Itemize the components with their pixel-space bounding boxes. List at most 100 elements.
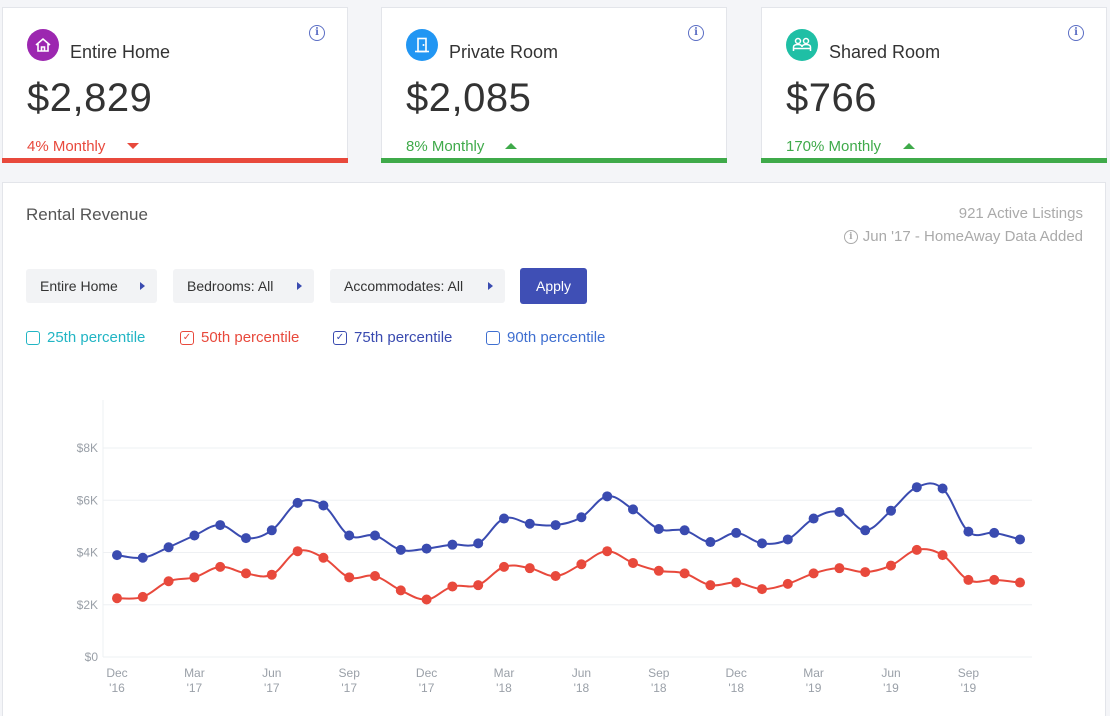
data-added-text: Jun '17 - HomeAway Data Added [862,228,1083,245]
data-point [1015,534,1025,545]
card-change: 8% Monthly [406,138,485,155]
series-line [116,548,1021,601]
card-change: 170% Monthly [786,138,882,155]
y-tick-label: $0 [85,650,99,664]
data-point [395,544,406,555]
data-point [834,507,845,518]
property-type-dropdown[interactable]: Entire Home [26,269,157,303]
data-point [937,550,948,561]
data-point [679,568,690,579]
filter-label: Accommodates: All [344,278,464,294]
data-point [705,537,716,548]
y-tick-label: $4K [77,546,98,560]
x-tick-label: '18 [651,681,667,695]
series-line [116,482,1021,560]
x-tick-label: '18 [574,681,590,695]
x-tick-label: Jun [572,666,591,680]
data-point [189,530,200,541]
x-tick-label: Sep [958,666,980,680]
data-point [215,561,226,572]
x-tick-label: Dec [726,666,747,680]
trend-up-icon [505,143,517,149]
data-point [344,572,355,583]
accommodates-dropdown[interactable]: Accommodates: All [330,269,505,303]
data-point [886,560,896,571]
legend-25th-percentile[interactable]: 25th percentile [26,329,145,346]
data-point [834,563,845,574]
filter-label: Entire Home [40,278,118,294]
panel-title: Rental Revenue [26,205,148,224]
data-point [989,527,1000,538]
caret-right-icon [488,282,493,290]
data-point [292,497,303,508]
data-point [215,520,226,531]
apply-button[interactable]: Apply [520,268,587,304]
info-icon[interactable]: i [309,25,325,41]
x-tick-label: '19 [883,681,899,695]
data-point [705,580,716,591]
data-point [989,574,1000,585]
data-point [731,527,742,538]
data-point [782,534,793,545]
data-added-note: i Jun '17 - HomeAway Data Added [843,228,1083,245]
x-tick-label: Mar [803,666,824,680]
info-icon[interactable]: i [843,229,858,244]
x-tick-label: '19 [806,681,822,695]
checkbox-checked-icon[interactable]: ✓ [180,330,194,345]
x-tick-label: '19 [961,681,977,695]
info-icon[interactable]: i [1068,25,1084,41]
data-point [421,594,432,605]
house-icon [27,29,59,61]
y-tick-label: $6K [77,493,98,507]
data-point [628,557,638,568]
x-tick-label: '17 [187,681,203,695]
info-icon[interactable]: i [688,25,704,41]
checkbox-checked-icon[interactable]: ✓ [333,330,347,345]
data-point [473,580,484,591]
legend-label: 75th percentile [354,329,453,346]
x-tick-label: '17 [264,681,280,695]
data-point [911,482,922,493]
data-point [318,552,329,563]
trend-up-icon [903,143,915,149]
rental-revenue-panel: Rental Revenue 921 Active Listings i Jun… [2,182,1106,716]
card-title: Entire Home [70,42,171,62]
card-entire-home: Entire Home $2,829 4% Monthly i [2,7,348,163]
data-point [524,518,535,529]
y-tick-label: $2K [77,598,98,612]
data-point [163,576,174,587]
active-listings-count: 921 Active Listings [958,205,1083,222]
data-point [757,584,767,595]
data-point [602,546,613,557]
data-point [628,504,638,515]
card-private-room: Private Room $2,085 8% Monthly i [381,7,727,163]
data-point [963,526,974,537]
data-point [911,544,922,555]
checkbox-unchecked-icon[interactable] [486,330,500,345]
caret-right-icon [140,282,145,290]
data-point [550,571,561,582]
x-tick-label: Sep [339,666,361,680]
data-point [679,525,690,536]
x-tick-label: Dec [416,666,437,680]
shared-people-icon [786,29,818,61]
data-point [808,568,819,579]
legend-90th-percentile[interactable]: 90th percentile [486,329,605,346]
card-status-bar [761,158,1107,163]
data-point [395,585,406,596]
data-point [757,538,767,549]
card-change: 4% Monthly [27,138,106,155]
card-status-bar [381,158,727,163]
x-tick-label: '16 [109,681,125,695]
data-point [163,542,174,553]
bedrooms-dropdown[interactable]: Bedrooms: All [173,269,314,303]
data-point [137,591,148,602]
x-tick-label: Jun [881,666,900,680]
checkbox-unchecked-icon[interactable] [26,330,40,345]
data-point [886,505,896,516]
x-tick-label: '18 [728,681,744,695]
data-point [602,491,613,502]
legend-50th-percentile[interactable]: ✓ 50th percentile [180,329,299,346]
data-point [241,533,251,544]
legend-75th-percentile[interactable]: ✓ 75th percentile [333,329,452,346]
